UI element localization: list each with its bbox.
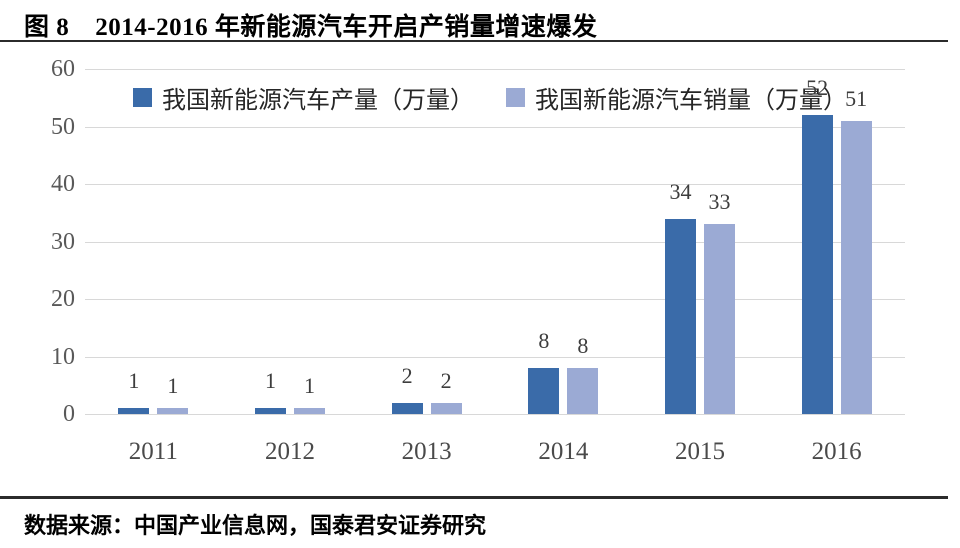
bar-value-label: 2 <box>401 362 413 388</box>
bar-sales <box>430 402 462 414</box>
bar-production <box>528 368 560 414</box>
y-axis-tick-label: 10 <box>51 343 75 370</box>
legend-item-sales: 我国新能源汽车销量（万量） <box>506 80 847 115</box>
figure-title: 图 8 2014-2016 年新能源汽车开启产销量增速爆发 <box>24 7 597 43</box>
bar-value-label: 8 <box>577 333 589 358</box>
figure-title-text: 2014-2016 年新能源汽车开启产销量增速爆发 <box>95 14 598 41</box>
title-divider <box>0 40 948 42</box>
bar-value-label: 34 <box>669 178 692 204</box>
figure-number: 图 8 <box>24 14 70 41</box>
bar-sales <box>294 408 325 414</box>
bar-sales <box>704 224 735 414</box>
bar-value-label: 1 <box>167 373 179 399</box>
bar-value-label: 1 <box>265 368 276 394</box>
footer-divider <box>0 496 948 499</box>
gridline <box>85 414 905 415</box>
bar-value-label: 8 <box>538 328 550 353</box>
y-axis-tick-label: 0 <box>63 401 75 427</box>
legend-label-sales: 我国新能源汽车销量（万量） <box>535 88 847 114</box>
gridline <box>85 356 905 358</box>
x-axis-category-label: 2014 <box>538 438 589 465</box>
data-source-note: 数据来源：中国产业信息网，国泰君安证券研究 <box>24 513 487 538</box>
legend-swatch-production-icon <box>133 88 152 107</box>
legend-label-production: 我国新能源汽车产量（万量） <box>162 88 474 114</box>
bar-production <box>391 402 423 414</box>
y-axis-tick-label: 20 <box>51 286 75 312</box>
gridline <box>85 126 905 128</box>
bar-value-label: 51 <box>845 85 868 111</box>
bar-production <box>665 218 696 414</box>
gridline <box>85 69 905 70</box>
gridline <box>85 184 905 185</box>
y-axis-tick-label: 30 <box>51 228 75 255</box>
bar-sales <box>567 368 599 414</box>
y-axis-tick-label: 40 <box>51 171 75 197</box>
bar-production <box>255 408 286 414</box>
gridline <box>85 299 905 300</box>
x-axis-category-label: 2015 <box>675 438 725 465</box>
x-axis-category-label: 2013 <box>401 438 452 465</box>
bar-value-label: 52 <box>806 75 829 100</box>
x-axis-category-label: 2011 <box>128 438 178 465</box>
gridline <box>85 241 905 243</box>
bar-sales <box>157 408 189 414</box>
bar-production <box>118 408 150 414</box>
bar-value-label: 33 <box>708 189 731 215</box>
legend-item-production: 我国新能源汽车产量（万量） <box>133 80 474 115</box>
bar-sales <box>840 120 872 414</box>
bar-value-label: 1 <box>304 373 315 399</box>
x-axis-category-label: 2012 <box>265 438 315 465</box>
y-axis-tick-label: 60 <box>51 56 75 82</box>
legend-swatch-sales-icon <box>506 88 525 107</box>
bar-production <box>801 115 833 414</box>
bar-value-label: 1 <box>128 368 140 394</box>
bar-value-label: 2 <box>440 367 452 393</box>
y-axis-tick-label: 50 <box>51 113 75 140</box>
x-axis-category-label: 2016 <box>811 438 862 465</box>
